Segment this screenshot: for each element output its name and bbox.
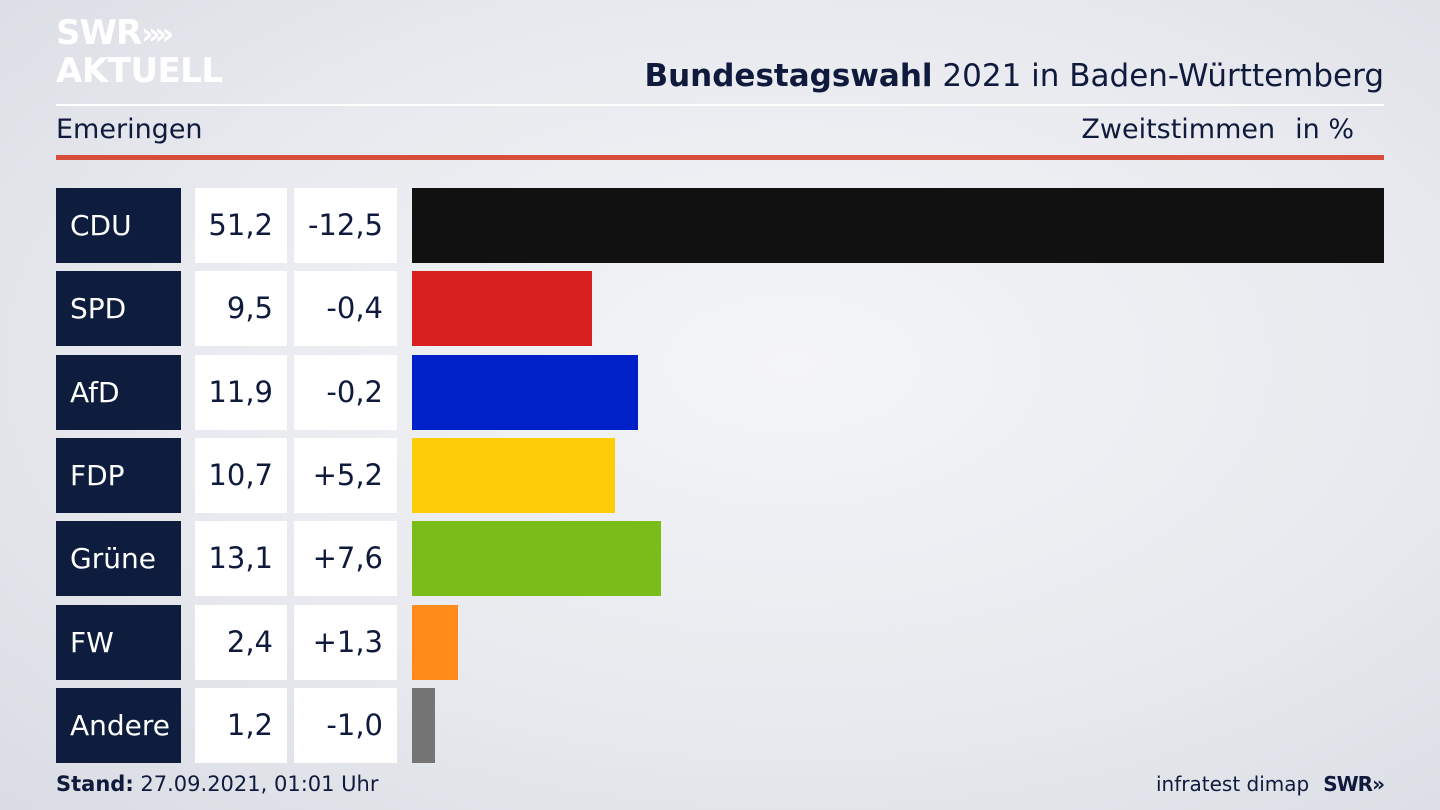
location-label: Emeringen: [56, 114, 203, 145]
vote-share-value: 10,7: [195, 437, 287, 513]
party-label: FW: [56, 604, 181, 680]
bar-fw: [412, 604, 458, 680]
vote-change-value: -0,2: [294, 354, 397, 430]
bar-andere: [412, 687, 435, 763]
logo-aktuell-text: AKTUELL: [56, 51, 223, 91]
timestamp: Stand: 27.09.2021, 01:01 Uhr: [56, 772, 379, 796]
bar-cdu: [412, 188, 1384, 263]
vote-change-value: -1,0: [294, 687, 397, 763]
vote-share-value: 2,4: [195, 604, 287, 680]
vote-share-value: 1,2: [195, 687, 287, 763]
result-row: Andere 1,2 -1,0: [56, 687, 1384, 763]
header-divider: [56, 104, 1384, 106]
party-label: FDP: [56, 437, 181, 513]
vote-change-value: +1,3: [294, 604, 397, 680]
vote-change-value: +7,6: [294, 521, 397, 597]
result-row: FW 2,4 +1,3: [56, 604, 1384, 680]
chart-title-bold: Bundestagswahl: [644, 58, 933, 94]
vote-change-value: -0,4: [294, 271, 397, 347]
vote-type-label: Zweitstimmen in %: [1081, 114, 1354, 145]
vote-share-value: 9,5: [195, 271, 287, 347]
vote-change-value: -12,5: [294, 188, 397, 263]
unit-text: in %: [1295, 114, 1354, 145]
bar-grne: [412, 521, 661, 597]
bar-afd: [412, 354, 638, 430]
chart-title-rest: 2021 in Baden-Württemberg: [932, 58, 1384, 94]
timestamp-label: Stand:: [56, 772, 134, 796]
logo-arrows-icon: »: [141, 17, 161, 52]
result-row: SPD 9,5 -0,4: [56, 271, 1384, 347]
result-row: CDU 51,2 -12,5: [56, 188, 1384, 263]
vote-share-value: 11,9: [195, 354, 287, 430]
swr-aktuell-logo: SWR»» AKTUELL: [56, 16, 223, 88]
bar-fdp: [412, 437, 615, 513]
party-label: Andere: [56, 687, 181, 763]
logo-arrows-icon-2: »: [154, 17, 175, 52]
swr-brand-logo: SWR»: [1323, 772, 1385, 796]
vote-type-text: Zweitstimmen: [1081, 114, 1276, 145]
bar-spd: [412, 271, 592, 347]
chart-title: Bundestagswahl 2021 in Baden-Württemberg: [644, 58, 1384, 94]
timestamp-value: 27.09.2021, 01:01 Uhr: [133, 772, 379, 796]
party-label: CDU: [56, 188, 181, 263]
party-label: AfD: [56, 354, 181, 430]
accent-divider: [56, 155, 1384, 160]
vote-share-value: 51,2: [195, 188, 287, 263]
result-row: FDP 10,7 +5,2: [56, 437, 1384, 513]
logo-swr-text: SWR: [56, 13, 142, 53]
party-label: SPD: [56, 271, 181, 347]
source-text: infratest dimap: [1156, 772, 1310, 796]
vote-share-value: 13,1: [195, 521, 287, 597]
result-row: AfD 11,9 -0,2: [56, 354, 1384, 430]
result-row: Grüne 13,1 +7,6: [56, 521, 1384, 597]
source-credit: infratest dimap SWR»: [1156, 772, 1385, 796]
party-label: Grüne: [56, 521, 181, 597]
vote-change-value: +5,2: [294, 437, 397, 513]
